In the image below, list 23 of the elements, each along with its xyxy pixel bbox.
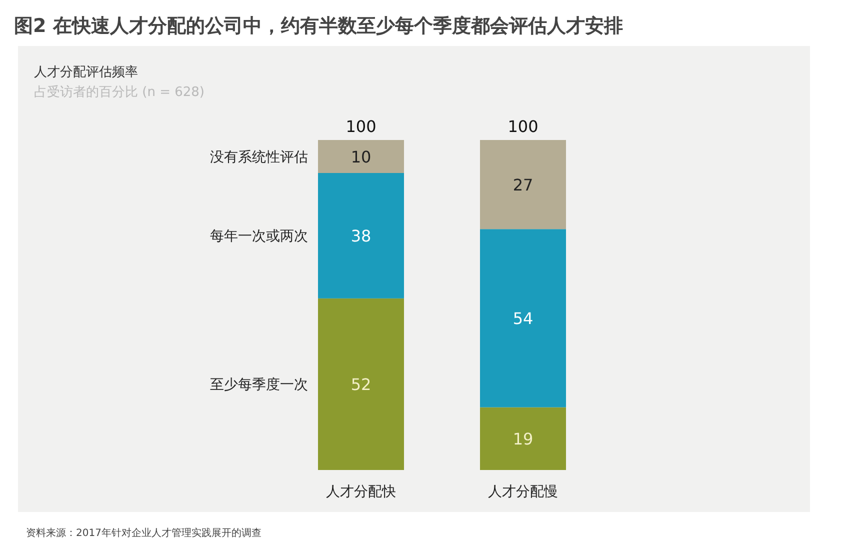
data-label: 54 [512,309,534,328]
data-label: 52 [350,375,372,394]
x-tick-label: 人才分配快 [326,484,396,500]
x-tick-label: 人才分配慢 [488,484,558,500]
bar [318,140,404,173]
total-label: 100 [508,117,538,136]
bar [318,173,404,298]
series-label: 没有系统性评估 [210,150,308,166]
bar [480,140,566,230]
text: 人才分配评估频率 [34,64,138,80]
series-label: 每年一次或两次 [210,228,308,245]
bar [480,229,566,408]
data-label: 10 [350,148,372,166]
data-label: 27 [512,176,534,195]
text: 资料来源：2017年针对企业人才管理实践展开的调查 [26,527,262,539]
total-label: 100 [346,117,376,136]
text: 占受访者的百分比 (n = 628) [34,84,204,100]
chart-title: 图2 在快速人才分配的公司中，约有半数至少每个季度都会评估人才安排 [14,15,623,37]
data-label: 38 [350,226,372,246]
data-label: 19 [512,430,534,449]
series-label: 至少每季度一次 [210,377,308,394]
bar [480,407,566,470]
bar [318,298,404,470]
